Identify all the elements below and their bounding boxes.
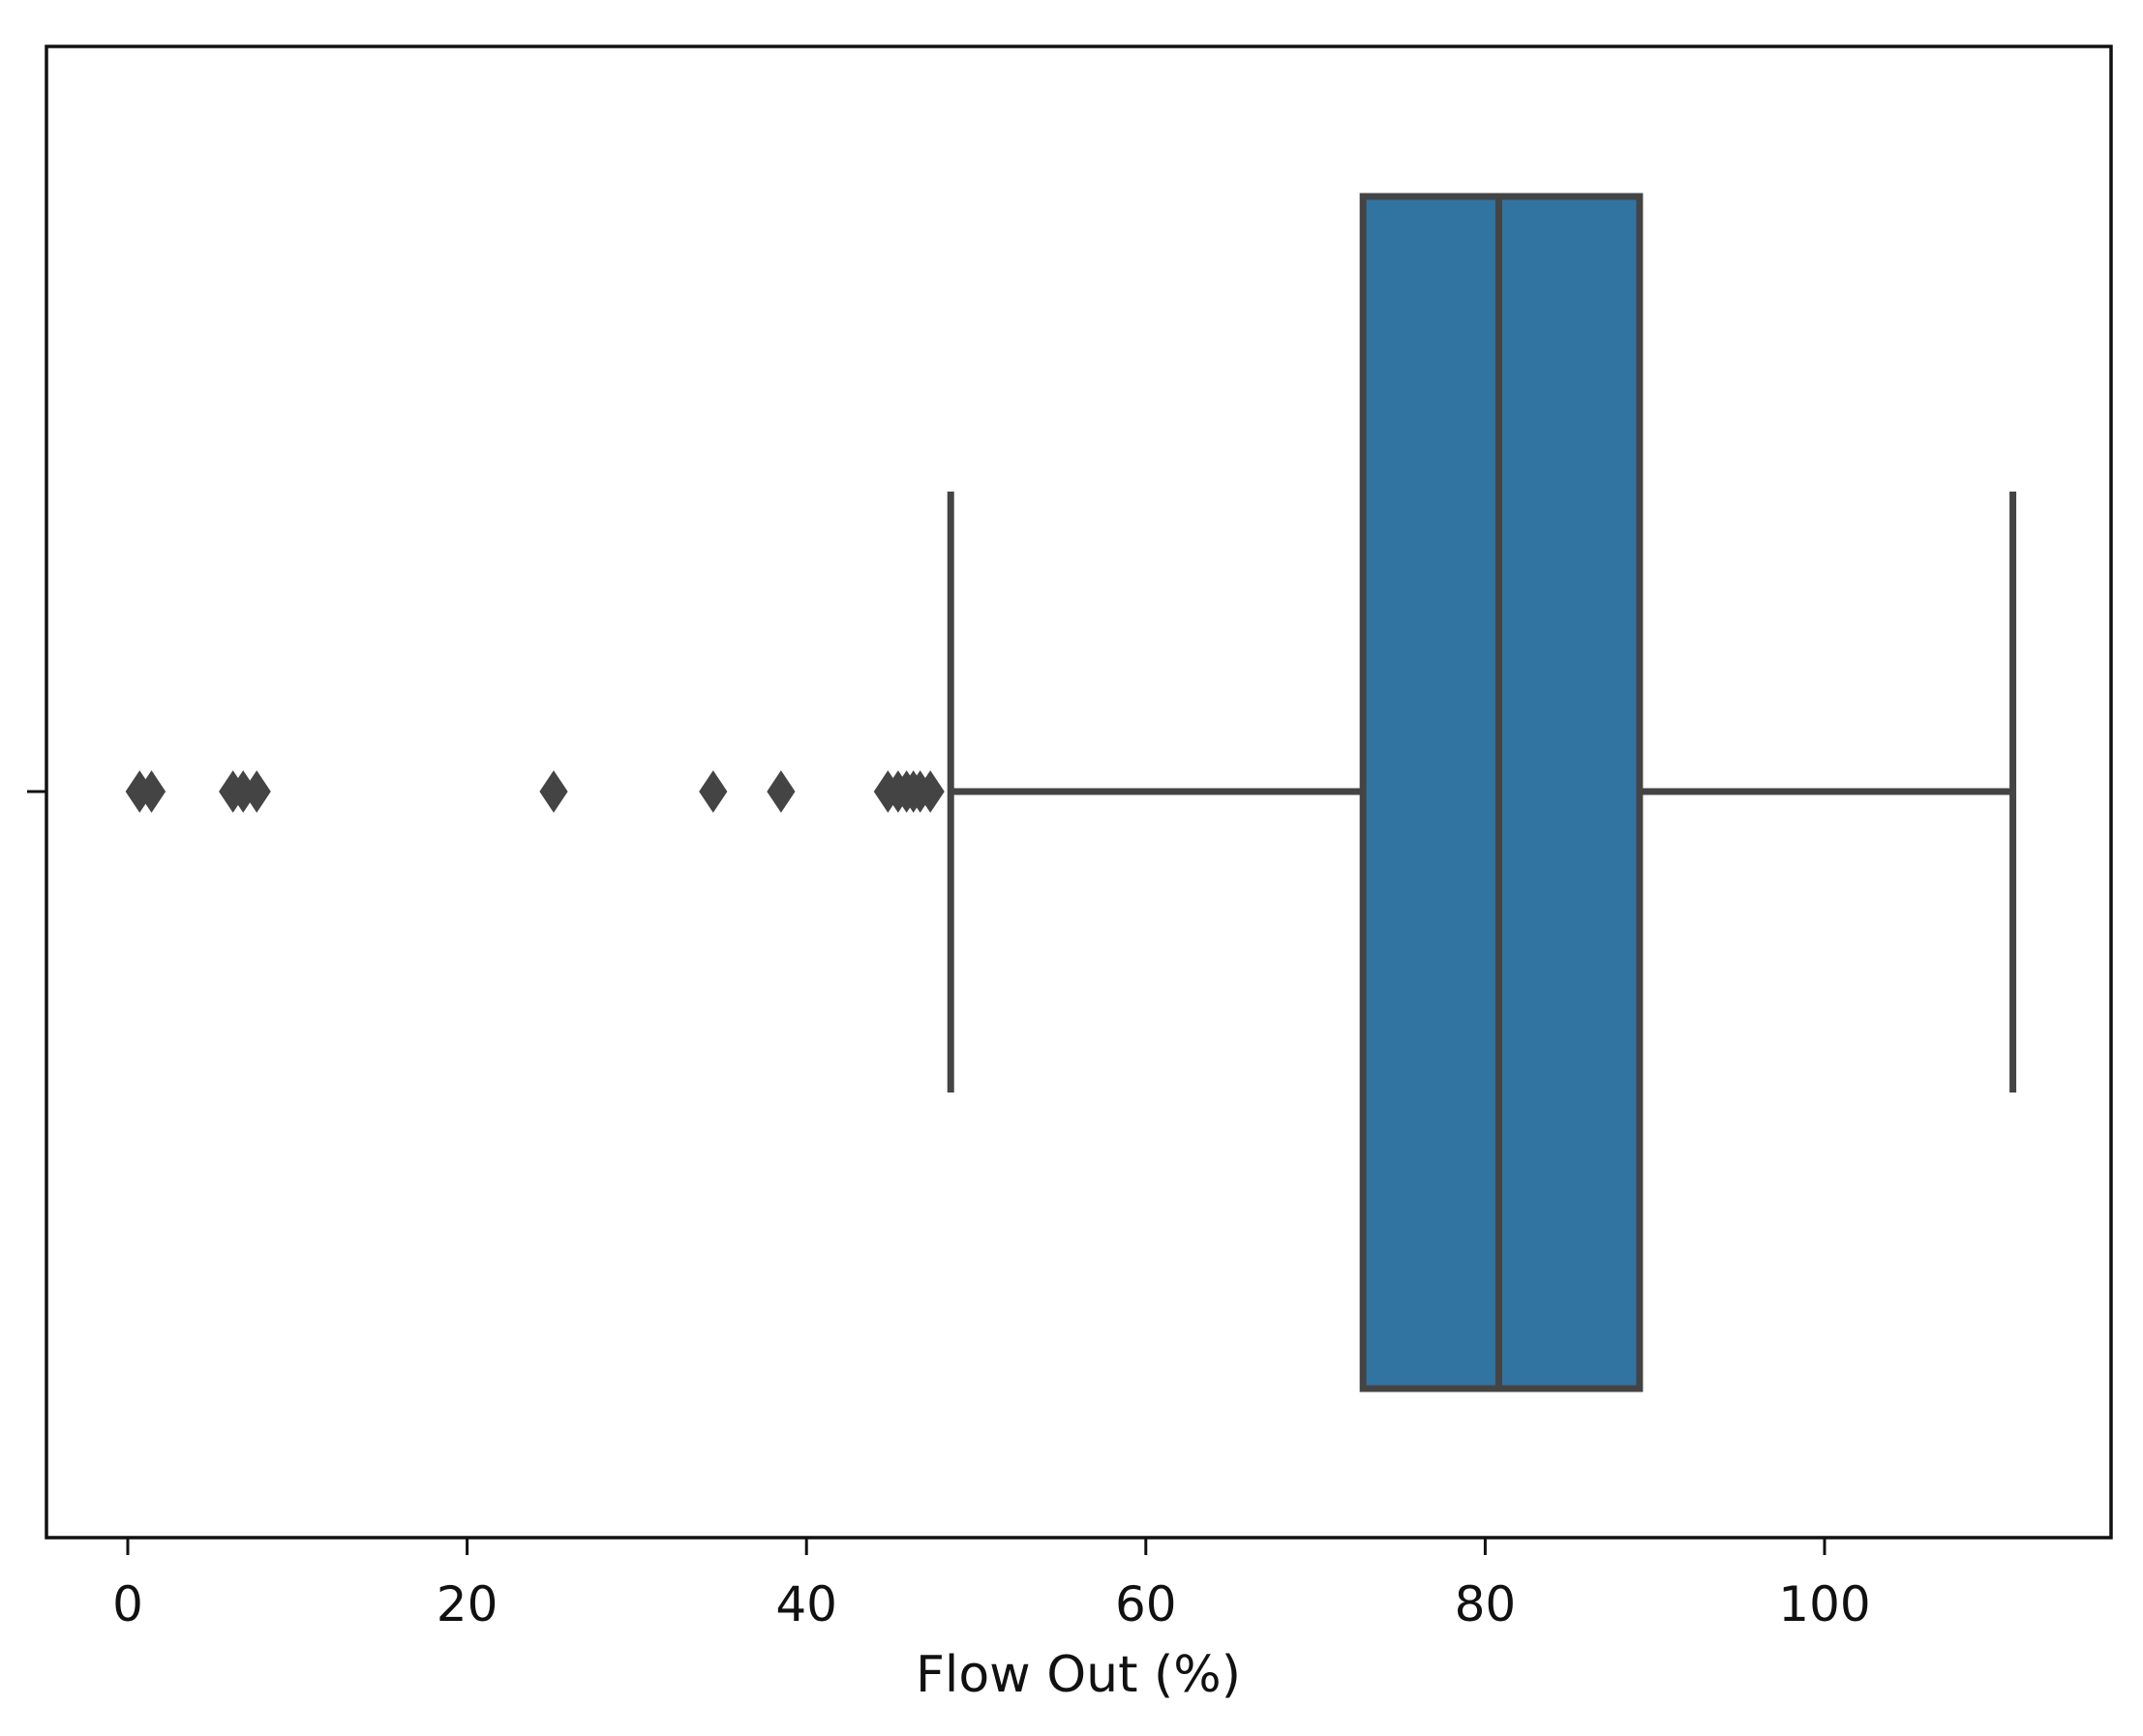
- plot-frame: [45, 45, 2113, 1540]
- x-tick-label: 40: [775, 1576, 837, 1632]
- x-axis: 0 20 40 60 80 100: [112, 1538, 1871, 1632]
- x-tick-label: 0: [112, 1576, 143, 1632]
- x-tick-label: 100: [1778, 1576, 1870, 1632]
- outlier-point: [136, 770, 166, 813]
- x-axis-title: Flow Out (%): [916, 1646, 1241, 1704]
- x-tick-label: 60: [1115, 1576, 1177, 1632]
- x-tick-label: 20: [437, 1576, 498, 1632]
- chart-marks: [125, 193, 2017, 1392]
- outlier-point: [767, 770, 796, 813]
- outlier-point: [916, 770, 945, 813]
- outlier-point: [539, 770, 568, 813]
- outlier-point: [242, 770, 271, 813]
- x-tick-label: 80: [1455, 1576, 1517, 1632]
- outlier-point: [699, 770, 728, 813]
